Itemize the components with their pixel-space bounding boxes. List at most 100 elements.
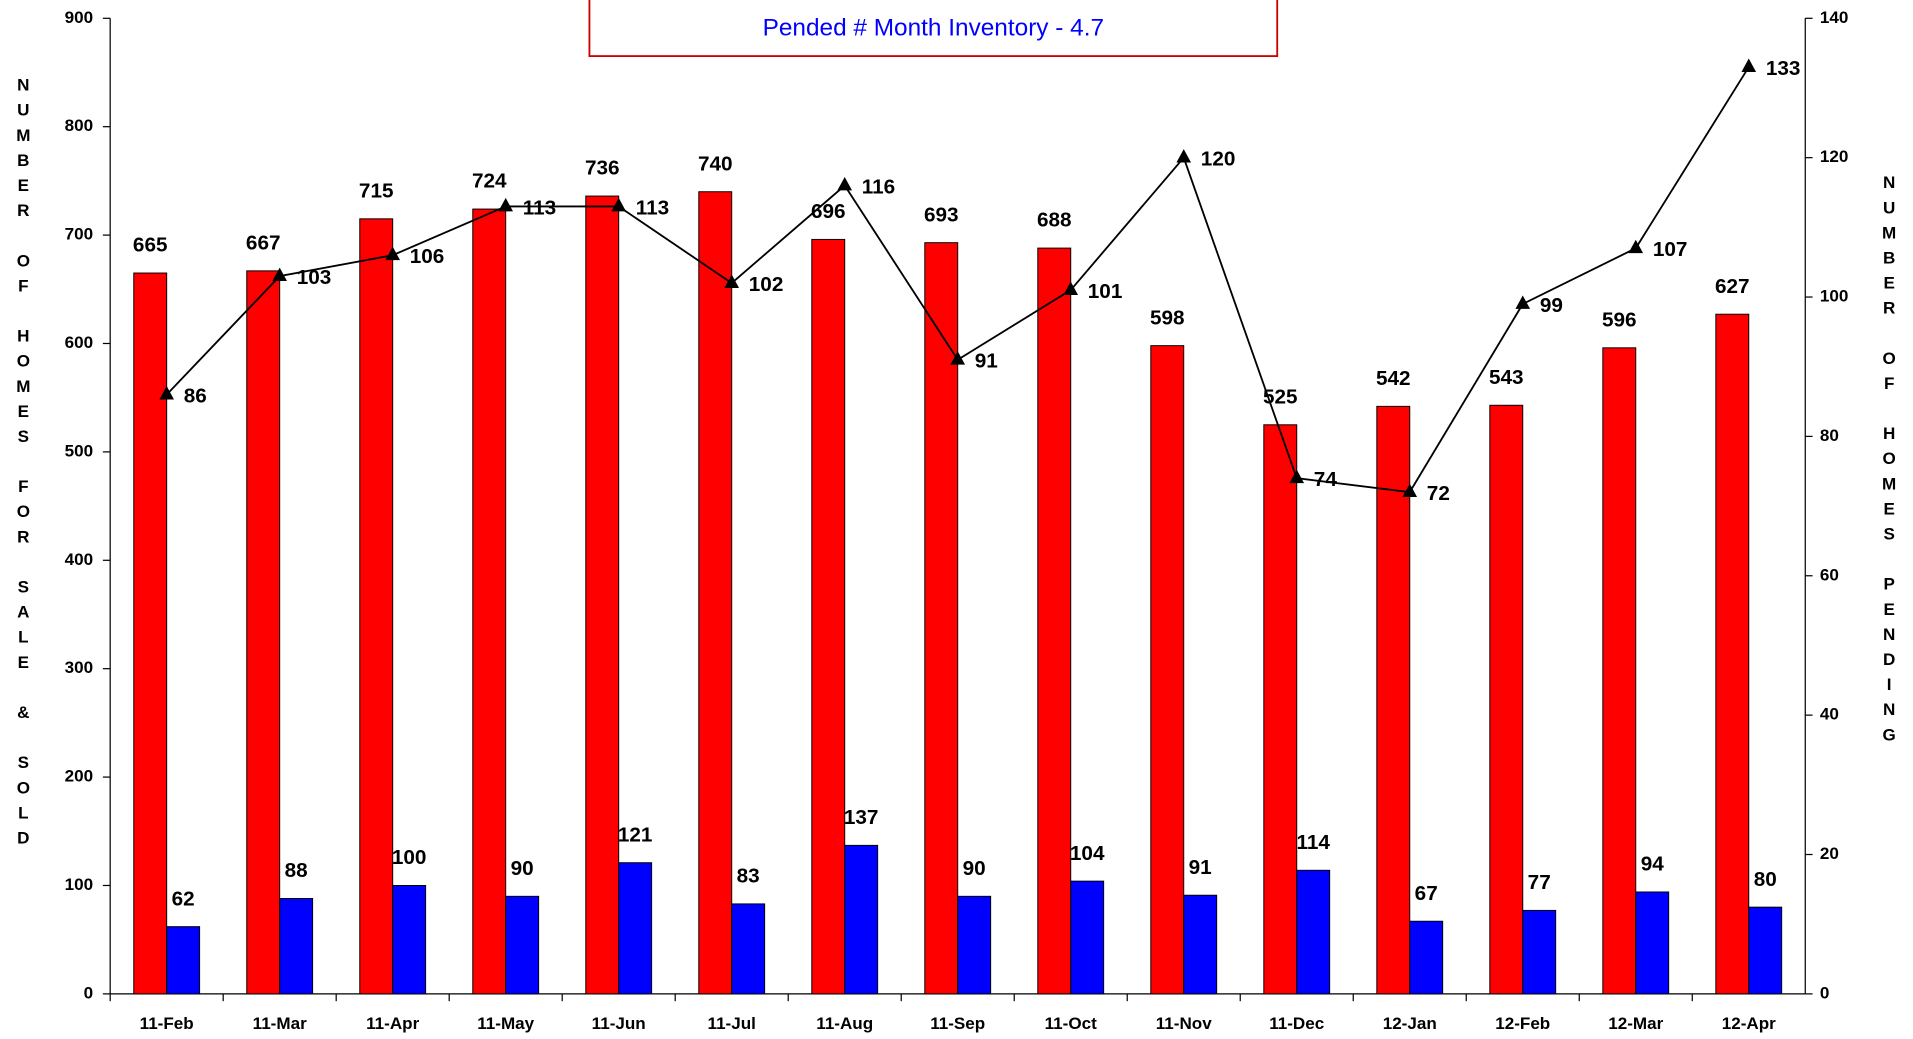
data-label: 120 — [1201, 148, 1236, 171]
marker — [1402, 483, 1418, 498]
data-label: 94 — [1641, 853, 1665, 876]
bar — [731, 903, 766, 995]
data-label: 80 — [1754, 868, 1777, 891]
y-tick-label: 400 — [65, 550, 93, 569]
marker — [1515, 295, 1531, 309]
x-tick-label: 11-Mar — [253, 1014, 307, 1033]
data-label: 525 — [1263, 385, 1298, 408]
data-label: 100 — [392, 846, 427, 869]
data-label: 627 — [1715, 275, 1750, 298]
x-tick-label: 11-Dec — [1269, 1014, 1324, 1033]
x-tick-label: 11-Oct — [1045, 1014, 1097, 1033]
y-tick-label: 0 — [84, 983, 94, 1002]
data-label: 688 — [1037, 209, 1072, 232]
data-label: 101 — [1088, 280, 1123, 303]
bar — [811, 238, 846, 995]
bar — [1522, 909, 1557, 995]
bar — [505, 895, 540, 995]
x-tick-label: 11-Aug — [816, 1014, 873, 1033]
x-tick-label: 11-Sep — [930, 1014, 985, 1033]
bar — [1263, 424, 1298, 995]
data-label: 542 — [1376, 367, 1411, 390]
data-label: 113 — [636, 196, 669, 219]
bar — [1070, 880, 1105, 995]
data-label: 121 — [618, 823, 653, 846]
marker — [1741, 58, 1757, 72]
data-label: 103 — [297, 266, 332, 289]
bar — [133, 272, 168, 995]
data-label: 106 — [410, 245, 445, 268]
bar — [1409, 920, 1444, 995]
y2-tick-label: 20 — [1820, 844, 1839, 863]
data-label: 67 — [1415, 882, 1438, 905]
bar — [924, 242, 959, 995]
data-label: 102 — [749, 273, 784, 296]
chart-subtitle: Pended # Month Inventory - 4.7 — [763, 15, 1104, 42]
x-tick-label: 11-Apr — [366, 1014, 419, 1033]
bar — [166, 926, 201, 995]
bar — [957, 895, 992, 995]
bar — [585, 195, 620, 995]
y2-tick-label: 60 — [1820, 565, 1839, 584]
x-tick-label: 11-Jul — [708, 1014, 756, 1033]
x-tick-label: 11-May — [477, 1014, 534, 1033]
y2-tick-label: 80 — [1820, 426, 1839, 445]
data-label: 696 — [811, 200, 846, 223]
data-label: 88 — [285, 859, 308, 882]
x-tick-label: 12-Apr — [1722, 1014, 1776, 1033]
bar — [472, 208, 507, 995]
bar — [844, 844, 879, 995]
y-tick-label: 800 — [65, 116, 93, 135]
bar — [1635, 891, 1670, 995]
marker — [1063, 281, 1079, 295]
data-label: 116 — [862, 175, 895, 198]
data-label: 91 — [975, 350, 998, 373]
marker — [272, 267, 288, 282]
data-label: 104 — [1070, 842, 1105, 865]
y-tick-label: 700 — [65, 225, 93, 244]
y2-tick-label: 100 — [1820, 287, 1848, 306]
data-label: 90 — [511, 857, 534, 880]
data-label: 74 — [1314, 468, 1338, 491]
data-label: 62 — [172, 887, 195, 910]
y2-tick-label: 40 — [1820, 705, 1839, 724]
data-label: 598 — [1150, 306, 1185, 329]
data-label: 72 — [1427, 482, 1450, 505]
y-tick-label: 200 — [65, 767, 93, 786]
x-tick-label: 12-Mar — [1608, 1014, 1663, 1033]
data-label: 543 — [1489, 366, 1524, 389]
data-label: 113 — [523, 196, 556, 219]
y2-tick-label: 120 — [1820, 147, 1848, 166]
y2-tick-label: 0 — [1820, 983, 1830, 1002]
bar — [1296, 869, 1331, 995]
data-label: 77 — [1528, 871, 1551, 894]
marker — [611, 197, 627, 212]
marker — [1289, 469, 1305, 484]
data-label: 133 — [1766, 57, 1801, 80]
data-label: 90 — [963, 857, 986, 880]
y-tick-label: 300 — [65, 658, 93, 677]
bar — [279, 898, 314, 995]
data-label: 91 — [1189, 856, 1212, 879]
data-label: 596 — [1602, 308, 1637, 331]
bar — [618, 862, 653, 995]
y-tick-label: 600 — [65, 333, 93, 352]
x-tick-label: 11-Nov — [1156, 1014, 1212, 1033]
bar — [1376, 405, 1411, 995]
x-tick-label: 11-Jun — [592, 1014, 646, 1033]
bar — [1150, 345, 1185, 995]
marker — [950, 351, 966, 365]
data-label: 736 — [585, 157, 620, 180]
bar — [359, 218, 394, 995]
data-label: 99 — [1540, 294, 1563, 317]
bar — [1602, 347, 1637, 995]
bar — [1489, 404, 1524, 995]
data-label: 715 — [359, 179, 394, 202]
y2-tick-label: 140 — [1820, 8, 1848, 27]
bar — [698, 191, 733, 995]
data-label: 667 — [246, 232, 281, 255]
data-label: 740 — [698, 152, 733, 175]
x-tick-label: 12-Feb — [1495, 1014, 1550, 1033]
bar — [246, 270, 281, 995]
